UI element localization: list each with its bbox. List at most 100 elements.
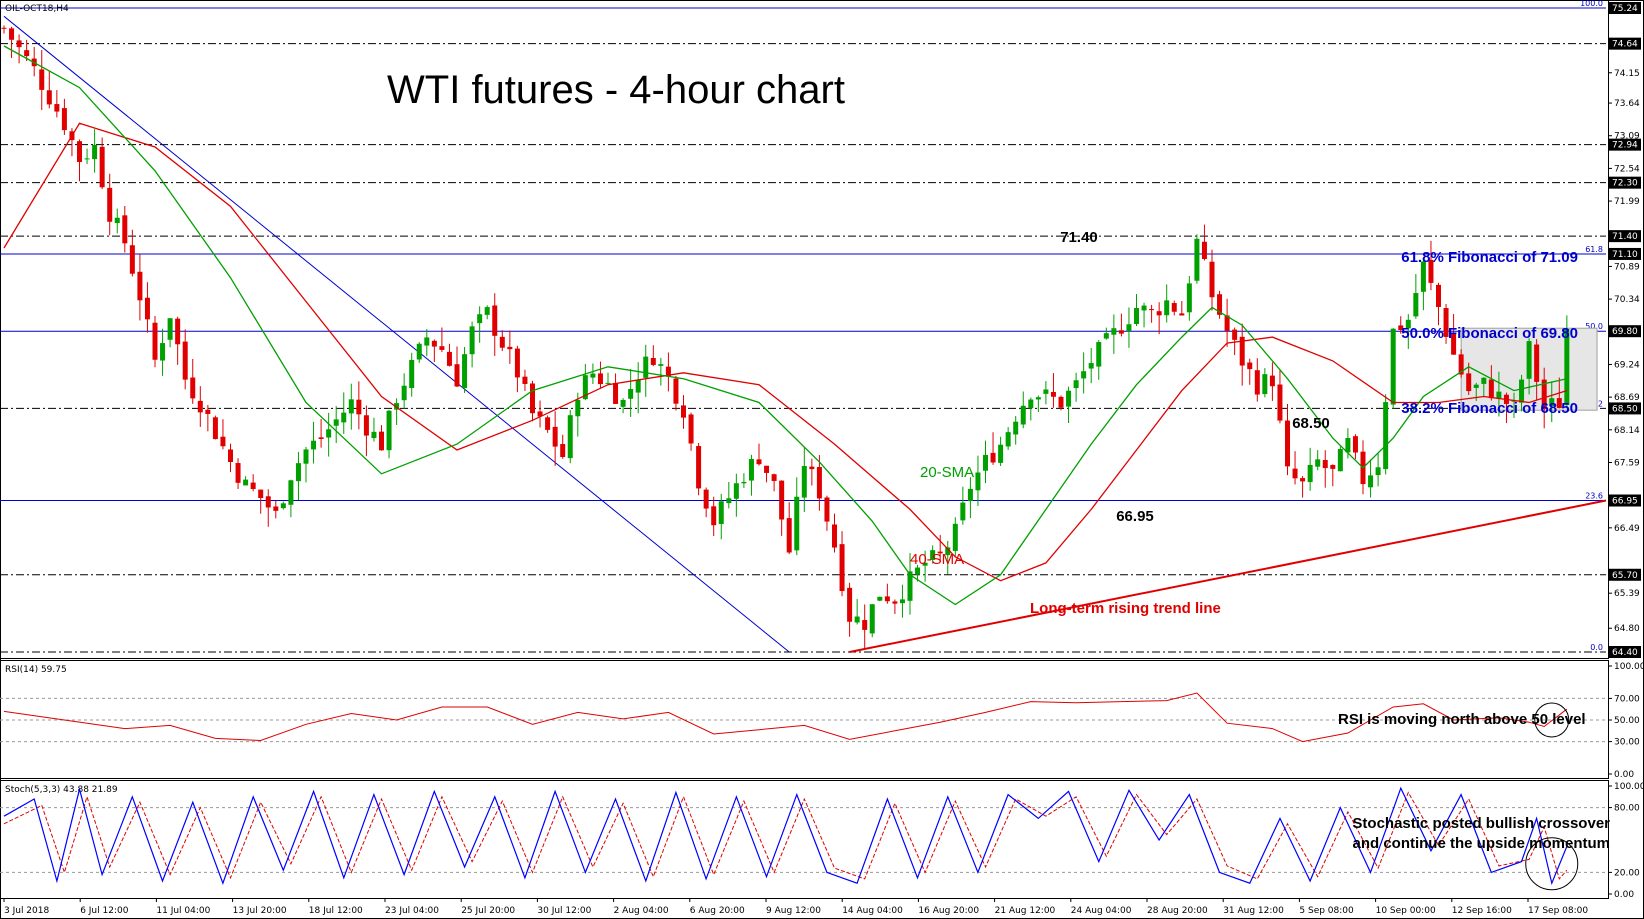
chart-title: WTI futures - 4-hour chart [387,68,845,112]
candle [182,329,188,390]
candle [1118,313,1124,337]
candle [786,502,792,555]
candle [590,363,596,385]
candle [862,604,868,648]
candle [1149,304,1155,323]
svg-text:68.50: 68.50 [1612,404,1638,414]
candle [884,583,890,604]
fib-ratio-label: 50.0 [1585,322,1603,331]
rising-trend-line [849,499,1607,653]
svg-text:74.64: 74.64 [1612,40,1638,50]
candle [122,205,128,253]
candle [1,25,7,34]
svg-text:71.10: 71.10 [1612,250,1638,260]
candle [545,415,551,433]
candle [892,599,898,614]
candle [107,173,113,236]
price-tick-label: 71.99 [1614,197,1640,207]
candle [673,376,679,411]
stoch-main-line [3,786,1568,886]
candle [492,293,498,356]
candle [1050,373,1056,408]
candle [152,316,158,368]
stoch-signal-line [3,791,1568,880]
candle [77,139,82,182]
candle [1111,314,1117,354]
candle [341,392,347,434]
candle [756,443,762,466]
candle [1534,339,1540,400]
candle [854,599,860,625]
candle [144,282,150,333]
rsi-tick-label: 70.00 [1614,694,1640,704]
candle [228,443,233,473]
candle [703,487,709,518]
candle [582,363,588,401]
candle [409,352,415,397]
candle [295,451,301,501]
horizontal-levels [0,7,1606,653]
price-tick-label: 73.09 [1614,132,1640,142]
svg-text:72.30: 72.30 [1612,179,1638,189]
svg-text:75.24: 75.24 [1612,4,1638,14]
candle [220,419,226,450]
candle [1277,370,1283,424]
candle [1171,300,1177,316]
rsi-annotation: RSI is moving north above 50 level [1338,711,1586,728]
candle [650,345,656,367]
candle [1436,282,1441,326]
candle [1413,273,1419,319]
time-tick-label: 6 Jul 12:00 [80,906,129,916]
svg-text:64.40: 64.40 [1612,648,1638,658]
candle [273,500,279,519]
candle [1307,447,1313,491]
candle [24,39,30,62]
fib-ratio-label: 0.0 [1590,643,1603,652]
candle [303,446,309,483]
price-tag: 74.64 [1609,37,1641,50]
time-tick-label: 12 Sep 16:00 [1452,906,1512,916]
candle [1420,260,1426,311]
candle [711,496,717,536]
candle [363,405,369,457]
candle [243,476,249,486]
candle [1066,386,1072,424]
candle [801,447,807,512]
stoch-tick-label: 0.00 [1614,890,1634,900]
candle [167,318,173,348]
candle [394,398,400,426]
candle [635,362,641,414]
candle [1126,307,1132,348]
candle [1564,315,1570,407]
time-tick-label: 11 Jul 04:00 [156,906,210,916]
stoch-panel [0,780,1609,899]
candlesticks [1,25,1570,648]
candle [1239,323,1245,386]
candle [688,412,694,451]
time-tick-label: 25 Jul 20:00 [461,906,515,916]
price-tag: 69.80 [1609,325,1641,338]
candle [1081,352,1087,394]
candle [1269,362,1275,401]
descending-trend-line [3,15,790,653]
candle [575,392,581,437]
time-tick-label: 21 Aug 12:00 [995,906,1056,916]
candle [39,49,45,111]
candle [1194,234,1200,284]
candle [386,410,392,459]
time-tick-label: 6 Aug 20:00 [690,906,745,916]
candle [1458,349,1464,378]
candle [1496,371,1502,417]
candle [333,406,339,444]
stoch-label: Stoch(5,3,3) 43.88 21.89 [5,785,118,795]
candle [84,148,90,165]
candle [1337,446,1343,472]
fib-382-label: 38.2% Fibonacci of 68.50 [1401,400,1578,417]
rsi-tick-label: 100.00 [1614,662,1644,672]
svg-text:72.94: 72.94 [1612,141,1638,151]
candle [1096,340,1102,380]
candle [1466,362,1472,395]
candle [960,486,966,525]
candle [597,361,603,389]
candle [446,343,452,367]
